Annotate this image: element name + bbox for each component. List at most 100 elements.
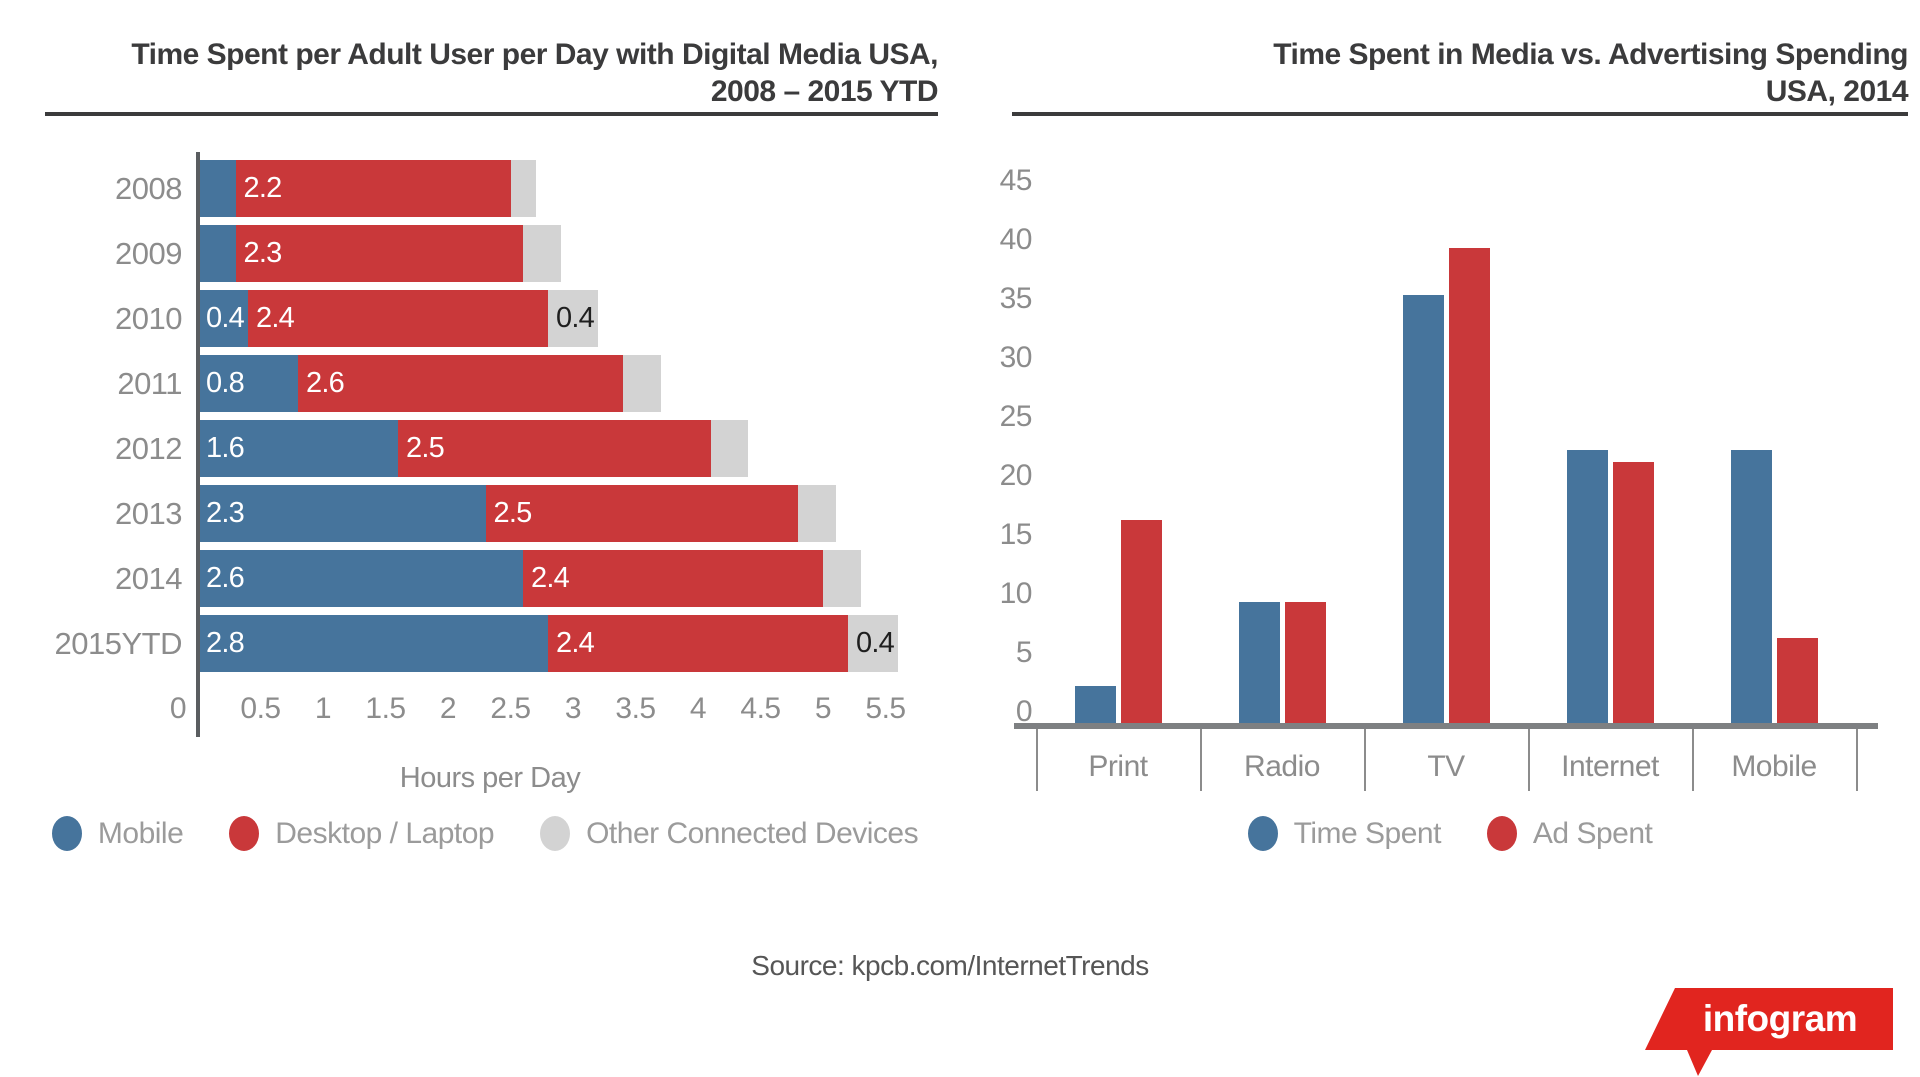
legend-label-mobile: Mobile [97, 816, 184, 850]
left-plot: 2008 2.2 2009 2.3 2010 0.4 2.4 0.4 2011 0.8 2.6 201… [0, 0, 960, 900]
x-tick-label-5-5: 5.5 [865, 692, 906, 725]
axis-separator-tick [1364, 729, 1366, 791]
category-label-internet: Internet [1561, 750, 1659, 783]
grouped-bar-time-spent-radio [1238, 602, 1280, 726]
legend-swatch-other-connected-devices-icon [540, 816, 571, 851]
right-plot: 45 40 35 30 25 20 15 10 5 0 Print Radio TV Internet Mo… [960, 0, 1920, 900]
x-tick-label-1: 1 [314, 692, 332, 725]
bar-value-label: 1.6 [206, 432, 245, 464]
bar-value-label: 2.4 [556, 627, 595, 659]
y-tick-label-45: 45 [999, 164, 1033, 197]
bar-segment-mobile-2010: 0.4 [198, 290, 248, 347]
x-tick-label-2-5: 2.5 [490, 692, 531, 725]
y-tick-label-25: 25 [999, 400, 1033, 433]
bar-value-label: 2.5 [493, 497, 533, 529]
bar-segment-mobile-2008 [198, 160, 236, 217]
bar-segment-other-connected-devices-2010: 0.4 [548, 290, 598, 347]
grouped-bar-time-spent-internet [1566, 450, 1608, 726]
axis-separator-tick [1856, 729, 1858, 791]
bar-segment-desktop-laptop-2009: 2.3 [235, 225, 523, 282]
axis-separator-tick [1200, 729, 1202, 791]
legend-label-ad-spent: Ad Spent [1532, 816, 1653, 850]
x-axis-title: Hours per Day [399, 762, 581, 794]
x-tick-label-4: 4 [689, 692, 707, 725]
left-chart-title: Time Spent per Adult User per Day with D… [40, 36, 938, 110]
legend-item-ad-spent: Ad Spent [1486, 816, 1653, 851]
bar-segment-mobile-2015ytd: 2.8 [198, 615, 548, 672]
right-chart-title-line1: Time Spent in Media vs. Advertising Spen… [1273, 38, 1908, 71]
bar-value-label: 2.3 [206, 497, 245, 529]
bar-value-label: 0.4 [856, 627, 895, 659]
bar-segment-other-connected-devices-2015ytd: 0.4 [848, 615, 898, 672]
bar-segment-other-connected-devices-2009 [523, 225, 561, 282]
y-tick-label-15: 15 [999, 518, 1033, 551]
year-label-2009: 2009 [115, 236, 182, 271]
bar-segment-mobile-2013: 2.3 [198, 485, 486, 542]
category-label-mobile: Mobile [1731, 750, 1817, 783]
y-tick-label-0: 0 [1015, 695, 1033, 728]
x-tick-label-2: 2 [439, 692, 457, 725]
bar-segment-other-connected-devices-2011 [623, 355, 661, 412]
right-title-underline [1012, 112, 1908, 116]
grouped-bar-ad-spent-tv [1448, 248, 1490, 726]
bar-value-label: 0.8 [206, 367, 245, 399]
year-label-2015ytd: 2015YTD [54, 626, 183, 661]
year-label-2013: 2013 [115, 496, 182, 531]
grouped-bar-ad-spent-mobile [1776, 637, 1818, 726]
legend-label-desktop-laptop: Desktop / Laptop [275, 816, 495, 850]
y-tick-label-35: 35 [999, 282, 1033, 315]
bar-segment-mobile-2011: 0.8 [198, 355, 298, 412]
bar-segment-desktop-laptop-2012: 2.5 [398, 420, 711, 477]
y-tick-label-30: 30 [999, 341, 1033, 374]
bar-segment-desktop-laptop-2015ytd: 2.4 [548, 615, 848, 672]
legend: Mobile Desktop / Laptop Other Connected De… [30, 816, 940, 851]
bar-segment-other-connected-devices-2008 [510, 160, 536, 217]
grouped-bar-ad-spent-radio [1284, 602, 1326, 726]
bar-segment-desktop-laptop-2013: 2.5 [485, 485, 798, 542]
axis-separator-tick [1036, 729, 1038, 791]
bar-segment-mobile-2009 [198, 225, 236, 282]
legend-swatch-ad-spent-icon [1486, 816, 1517, 851]
category-label-radio: Radio [1244, 750, 1320, 783]
bar-segment-mobile-2012: 1.6 [198, 420, 398, 477]
year-label-2011: 2011 [117, 366, 182, 401]
grouped-bar-ad-spent-print [1120, 519, 1162, 726]
legend-label-other-connected-devices: Other Connected Devices [586, 816, 919, 850]
left-chart-title-line1: Time Spent per Adult User per Day with D… [131, 38, 938, 71]
category-label-print: Print [1088, 750, 1148, 783]
right-chart-title-line2: USA, 2014 [1765, 75, 1909, 108]
right-x-axis-line [1014, 723, 1878, 729]
source-note: Source: kpcb.com/InternetTrends [751, 950, 1149, 981]
legend-label-time-spent: Time Spent [1293, 816, 1442, 850]
x-tick-label-0: 0 [169, 692, 187, 725]
axis-separator-tick [1528, 729, 1530, 791]
y-tick-label-40: 40 [999, 223, 1033, 256]
y-tick-label-10: 10 [999, 577, 1033, 610]
y-tick-label-5: 5 [1015, 636, 1033, 669]
year-label-2010: 2010 [115, 301, 182, 336]
bar-value-label: 2.4 [531, 562, 570, 594]
grouped-bar-time-spent-mobile [1730, 450, 1772, 726]
bar-segment-other-connected-devices-2012 [710, 420, 748, 477]
bar-segment-mobile-2014: 2.6 [198, 550, 523, 607]
bar-segment-desktop-laptop-2008: 2.2 [235, 160, 511, 217]
legend-item-mobile: Mobile [51, 816, 184, 851]
legend-item-other-connected-devices: Other Connected Devices [540, 816, 919, 851]
grouped-bar-ad-spent-internet [1612, 461, 1654, 726]
year-label-2012: 2012 [115, 431, 182, 466]
bar-value-label: 2.4 [256, 302, 295, 334]
legend-swatch-time-spent-icon [1247, 816, 1278, 851]
bar-segment-desktop-laptop-2011: 2.6 [298, 355, 623, 412]
bar-value-label: 2.6 [206, 562, 245, 594]
infogram-logo-text: infogram [1702, 998, 1858, 1039]
grouped-bar-time-spent-print [1074, 686, 1116, 726]
bar-value-label: 2.8 [206, 627, 245, 659]
axis-separator-tick [1692, 729, 1694, 791]
legend-swatch-mobile-icon [51, 816, 82, 851]
left-chart-title-line2: 2008 – 2015 YTD [710, 75, 939, 108]
x-tick-label-4-5: 4.5 [740, 692, 781, 725]
x-tick-label-5: 5 [814, 692, 832, 725]
bar-segment-desktop-laptop-2014: 2.4 [523, 550, 823, 607]
left-y-axis-line [196, 152, 200, 737]
